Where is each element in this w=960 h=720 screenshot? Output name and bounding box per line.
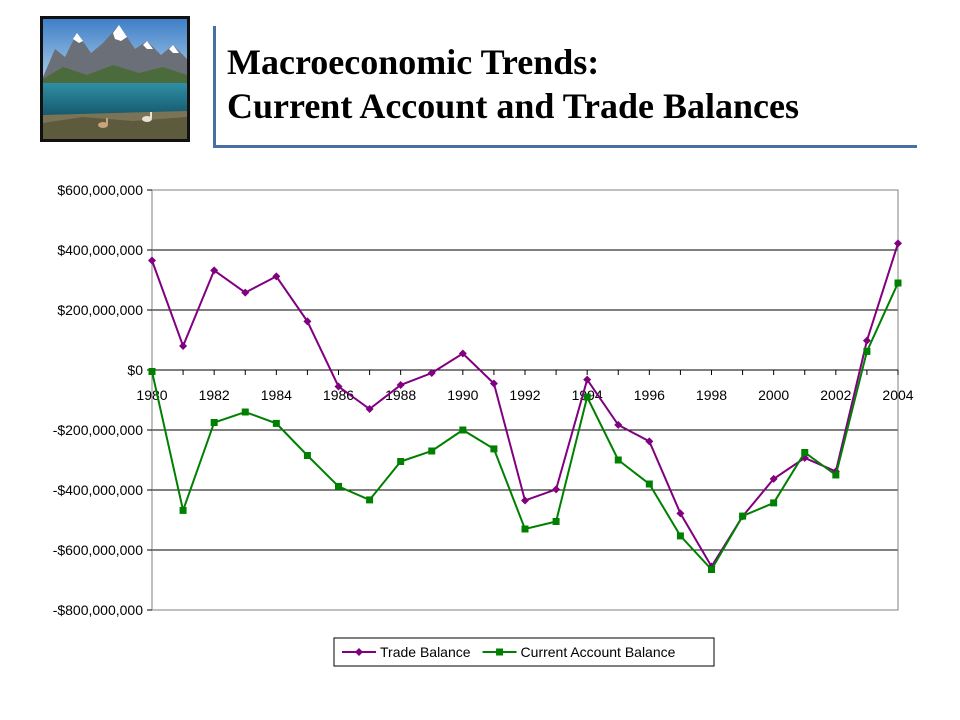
x-tick-label: 2000 <box>758 387 789 403</box>
title-line-1: Macroeconomic Trends: <box>227 42 600 82</box>
current-account-balance-point <box>676 532 684 540</box>
current-account-balance-point <box>708 566 715 573</box>
current-account-balance-point <box>428 447 436 455</box>
series-lines <box>148 239 902 573</box>
x-tick-label: 1986 <box>323 387 354 403</box>
current-account-balance-point <box>272 419 280 427</box>
x-tick-label: 1982 <box>199 387 230 403</box>
current-account-balance-point <box>303 452 311 459</box>
current-account-balance-point <box>179 506 187 514</box>
current-account-balance-point <box>645 480 653 488</box>
trade-balance-point <box>676 509 685 518</box>
title-underline <box>213 145 917 148</box>
x-tick-label: 1988 <box>385 387 416 403</box>
y-tick-label: -$800,000,000 <box>53 602 144 618</box>
x-tick-label: 1998 <box>696 387 727 403</box>
trade-balance-point <box>396 381 405 389</box>
trade-balance-point <box>645 437 654 446</box>
current-account-balance-series <box>148 279 902 573</box>
trade-balance-point <box>365 405 374 413</box>
y-tick-label: $400,000,000 <box>57 242 143 258</box>
current-account-balance-point <box>739 512 747 520</box>
current-account-balance-point <box>490 445 498 453</box>
current-account-balance-point <box>832 471 840 479</box>
legend-box <box>333 637 715 667</box>
y-axis-tick-labels: $600,000,000 $400,000,000 $200,000,000 $0 -$… <box>53 182 152 618</box>
legend-label-trade-balance: Trade Balance <box>380 644 471 660</box>
trade-balance-point <box>552 485 561 494</box>
y-tick-label: $200,000,000 <box>57 302 143 318</box>
current-account-balance-point <box>241 408 249 416</box>
trade-balance-point <box>614 420 623 429</box>
trade-balance-point <box>583 375 592 384</box>
current-account-balance-point <box>335 482 342 490</box>
plot-area <box>151 189 899 611</box>
title-line-2: Current Account and Trade Balances <box>227 86 800 126</box>
trade-balance-point <box>241 288 250 297</box>
trade-balance-series <box>148 239 902 571</box>
balance-line-chart: $600,000,000 $400,000,000 $200,000,000 $0 -$… <box>53 182 914 667</box>
legend-label-current-account-balance: Current Account Balance <box>521 644 676 660</box>
x-tick-label: 1996 <box>634 387 665 403</box>
trade-balance-point <box>894 239 902 248</box>
current-account-balance-point <box>148 368 156 375</box>
y-tick-label: -$400,000,000 <box>53 482 144 498</box>
x-tick-label: 2004 <box>882 387 913 403</box>
trade-balance-point <box>489 379 498 388</box>
x-tick-label: 1992 <box>509 387 540 403</box>
trade-balance-point <box>272 272 281 281</box>
x-tick-label: 2002 <box>820 387 851 403</box>
current-account-balance-point <box>770 499 778 507</box>
current-account-balance-point <box>614 456 622 464</box>
current-account-balance-point <box>521 525 529 533</box>
y-tick-label: $0 <box>127 362 143 378</box>
title-block: Macroeconomic Trends: Current Account an… <box>213 26 917 148</box>
trade-balance-point <box>521 496 529 505</box>
trade-balance-line <box>151 243 899 569</box>
y-tick-label: $600,000,000 <box>57 182 143 198</box>
current-account-balance-point <box>366 496 374 504</box>
current-account-balance-point <box>397 458 405 465</box>
legend-marker-trade-balance <box>355 648 363 656</box>
trade-balance-point <box>334 382 343 391</box>
current-account-balance-point <box>894 279 902 287</box>
y-tick-label: -$600,000,000 <box>53 542 144 558</box>
trade-balance-point <box>769 474 778 483</box>
current-account-balance-point <box>801 449 809 456</box>
legend-marker-current-account-balance <box>496 648 504 656</box>
trade-balance-point <box>458 349 467 358</box>
trade-balance-point <box>179 342 188 350</box>
trade-balance-point <box>210 266 219 275</box>
trade-balance-point <box>303 317 312 326</box>
y-tick-label: -$200,000,000 <box>53 422 144 438</box>
trade-balance-point <box>862 336 871 345</box>
trade-balance-point <box>148 256 156 265</box>
current-account-balance-point <box>583 393 591 401</box>
x-axis-tick-labels: 1980198219841986198819901992199419961998… <box>136 370 914 403</box>
current-account-balance-point <box>210 419 218 426</box>
trade-balance-point <box>427 369 436 377</box>
x-tick-label: 1980 <box>136 387 167 403</box>
current-account-balance-point <box>552 518 560 525</box>
slide-title: Macroeconomic Trends: Current Account an… <box>227 40 799 128</box>
legend: Trade Balance Current Account Balance <box>333 637 715 667</box>
x-tick-label: 1990 <box>447 387 478 403</box>
current-account-balance-point <box>863 347 871 355</box>
x-tick-label: 1984 <box>261 387 292 403</box>
title-accent-bar <box>213 26 216 148</box>
mountain-lake-photo <box>40 16 190 142</box>
current-account-balance-point <box>459 426 467 434</box>
